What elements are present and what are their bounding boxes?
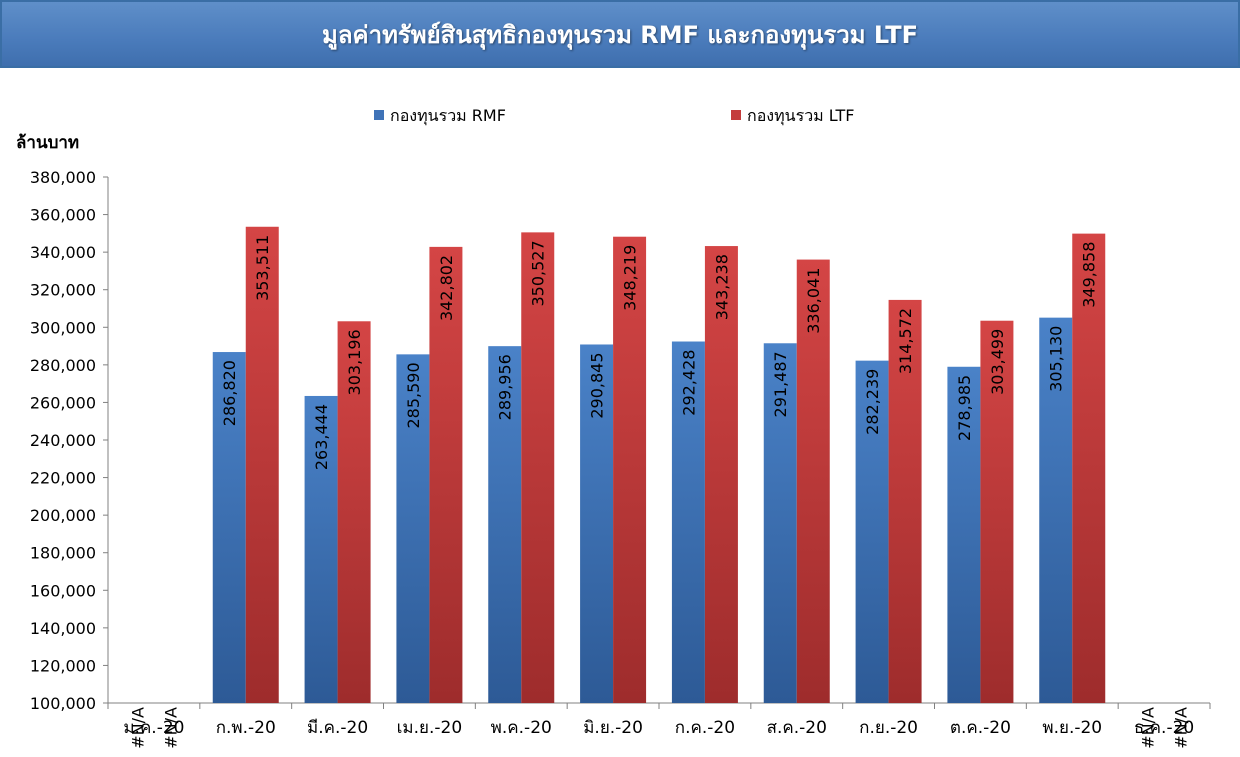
- bar-rmf: [763, 343, 797, 703]
- y-tick-label: 100,000: [30, 694, 96, 713]
- bar-rmf: [304, 395, 338, 703]
- y-tick-label: 120,000: [30, 656, 96, 675]
- x-category-label: มิ.ย.-20: [583, 718, 643, 738]
- data-label: 303,499: [988, 329, 1007, 395]
- x-category-label: ม.ค.-20: [123, 718, 184, 738]
- bar-rmf: [947, 366, 981, 703]
- bar-ltf: [337, 321, 371, 703]
- data-label: 290,845: [588, 352, 607, 418]
- y-tick-label: 300,000: [30, 318, 96, 337]
- x-category-label: พ.ค.-20: [491, 718, 552, 738]
- bar-ltf: [704, 246, 738, 703]
- x-category-label: ต.ค.-20: [950, 718, 1011, 738]
- bar-rmf: [855, 360, 889, 703]
- y-axis-unit-label: ล้านบาท: [16, 133, 79, 153]
- y-tick-label: 380,000: [30, 168, 96, 187]
- y-tick-label: 360,000: [30, 206, 96, 225]
- legend-swatch: [731, 110, 741, 120]
- data-label: 282,239: [863, 369, 882, 435]
- bar-ltf: [521, 232, 555, 704]
- x-category-label: ก.ย.-20: [859, 718, 918, 738]
- chart-title-bar: มูลค่าทรัพย์สินสุทธิกองทุนรวม RMF และกอง…: [0, 0, 1240, 68]
- bar-rmf: [580, 344, 614, 703]
- bar-ltf: [888, 299, 922, 703]
- data-label-na: #N/A: [1172, 707, 1191, 749]
- legend-label: กองทุนรวม RMF: [390, 106, 506, 126]
- x-category-label: ก.พ.-20: [216, 718, 276, 738]
- bar-rmf: [396, 354, 430, 703]
- y-tick-label: 220,000: [30, 469, 96, 488]
- data-label: 349,858: [1080, 242, 1099, 308]
- axes: 100,000 120,000 140,000 160,000 180,000 200,0…: [30, 168, 1211, 738]
- data-label: 285,590: [404, 362, 423, 428]
- data-label: 291,487: [771, 351, 790, 417]
- bar-ltf: [1072, 233, 1106, 703]
- data-label: 314,572: [896, 308, 915, 374]
- bar-rmf: [212, 352, 246, 703]
- data-label: 343,238: [712, 254, 731, 320]
- data-label: 305,130: [1047, 326, 1066, 392]
- bar-rmf: [671, 341, 705, 703]
- legend: กองทุนรวม RMF กองทุนรวม LTF: [374, 106, 855, 126]
- y-tick-label: 160,000: [30, 581, 96, 600]
- bar-ltf: [980, 320, 1014, 703]
- x-category-label: ธ.ค.-20: [1134, 718, 1194, 738]
- legend-label: กองทุนรวม LTF: [747, 106, 855, 126]
- x-category-label: ส.ค.-20: [767, 718, 827, 738]
- bar-ltf: [796, 259, 830, 703]
- data-label-na: #N/A: [161, 707, 180, 749]
- data-label: 278,985: [955, 375, 974, 441]
- y-tick-label: 140,000: [30, 619, 96, 638]
- y-tick-label: 240,000: [30, 431, 96, 450]
- bar-rmf: [488, 346, 522, 703]
- bar-ltf: [245, 226, 279, 703]
- legend-swatch: [374, 110, 384, 120]
- bar-rmf: [1039, 317, 1073, 703]
- data-label: 348,219: [621, 245, 640, 311]
- x-category-label: มี.ค.-20: [307, 718, 368, 738]
- chart-title: มูลค่าทรัพย์สินสุทธิกองทุนรวม RMF และกอง…: [322, 20, 918, 49]
- bar-ltf: [429, 246, 463, 704]
- bar-ltf: [613, 236, 647, 703]
- y-tick-label: 340,000: [30, 243, 96, 262]
- data-labels: #N/A 286,820 263,444 285,590 289,956 290,845 2…: [128, 235, 1190, 749]
- data-label-na: #N/A: [1139, 707, 1158, 749]
- y-tick-label: 180,000: [30, 544, 96, 563]
- y-tick-label: 280,000: [30, 356, 96, 375]
- data-label: 350,527: [529, 240, 548, 306]
- x-category-label: เม.ย.-20: [397, 718, 463, 738]
- data-label: 263,444: [312, 404, 331, 470]
- data-label-na: #N/A: [128, 707, 147, 749]
- data-label: 289,956: [496, 354, 515, 420]
- data-label: 342,802: [437, 255, 456, 321]
- y-tick-label: 320,000: [30, 281, 96, 300]
- data-label: 353,511: [253, 235, 272, 301]
- x-category-label: ก.ค.-20: [675, 718, 735, 738]
- data-label: 286,820: [220, 360, 239, 426]
- data-label: 336,041: [804, 268, 823, 334]
- bars: [212, 226, 1106, 704]
- x-category-label: พ.ย.-20: [1042, 718, 1102, 738]
- y-tick-label: 200,000: [30, 506, 96, 525]
- data-label: 292,428: [679, 350, 698, 416]
- data-label: 303,196: [345, 329, 364, 395]
- y-tick-label: 260,000: [30, 393, 96, 412]
